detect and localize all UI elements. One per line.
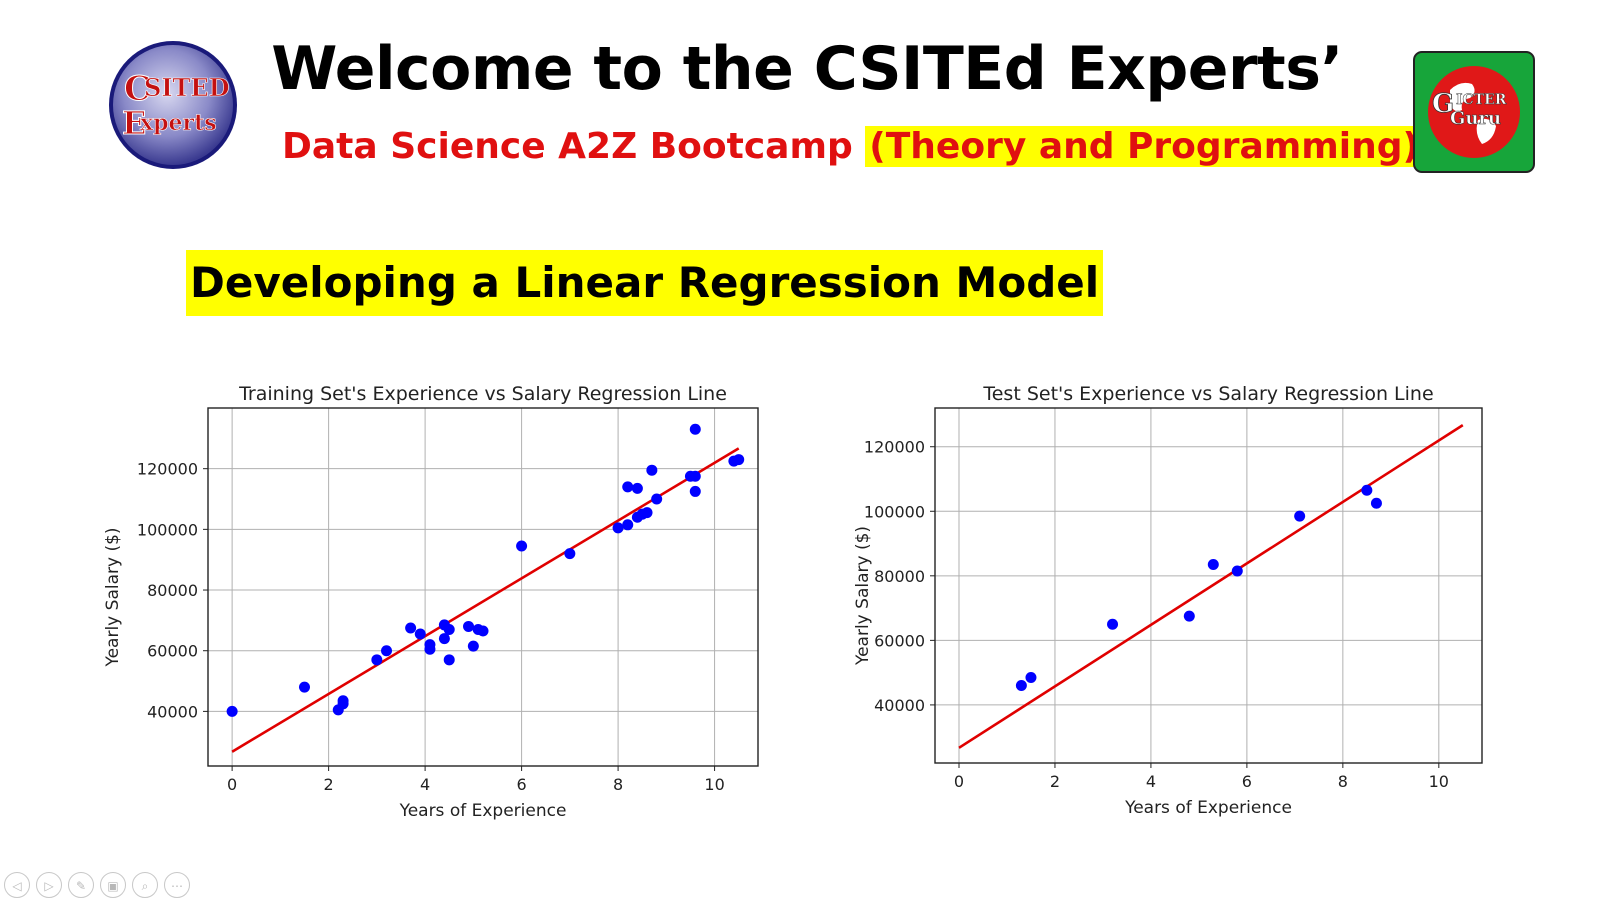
test-data-point bbox=[1183, 610, 1195, 622]
test-x-axis-label: Years of Experience bbox=[1124, 798, 1292, 818]
test-data-point bbox=[1370, 497, 1382, 509]
svg-text:Guru: Guru bbox=[1450, 108, 1501, 129]
test-data-point bbox=[1015, 680, 1027, 692]
train-x-tick-label: 6 bbox=[517, 775, 527, 794]
train-x-tick-label: 8 bbox=[613, 775, 623, 794]
test-data-point bbox=[1207, 559, 1219, 571]
test-x-tick-label: 4 bbox=[1146, 772, 1156, 791]
test-data-point bbox=[1231, 565, 1243, 577]
train-x-tick-label: 2 bbox=[324, 775, 334, 794]
train-data-point bbox=[622, 519, 634, 531]
train-data-point bbox=[424, 643, 436, 655]
train-data-point bbox=[443, 654, 455, 666]
train-data-point bbox=[689, 485, 701, 497]
train-data-point bbox=[733, 454, 745, 466]
train-gridlines bbox=[208, 408, 758, 766]
train-data-point bbox=[641, 507, 653, 519]
test-x-tick-label: 0 bbox=[954, 772, 964, 791]
train-x-tick-label: 4 bbox=[420, 775, 430, 794]
train-chart-title: Training Set's Experience vs Salary Regr… bbox=[238, 383, 727, 405]
more-options-button[interactable]: ⋯ bbox=[164, 872, 190, 898]
section-heading: Developing a Linear Regression Model bbox=[186, 250, 1104, 316]
train-data-point bbox=[612, 522, 624, 534]
test-chart-title: Test Set's Experience vs Salary Regressi… bbox=[982, 383, 1433, 405]
zoom-button[interactable]: ⌕ bbox=[132, 872, 158, 898]
svg-text:C: C bbox=[124, 69, 151, 109]
svg-text:SITED: SITED bbox=[144, 73, 230, 102]
subtitle-highlight: (Theory and Programming) bbox=[865, 126, 1423, 167]
icter-guru-logo: G ICTER Guru bbox=[1412, 50, 1536, 174]
training-set-chart: 0 2 4 6 8 10 40000 60000 80000 100000 120000 Traini… bbox=[100, 380, 800, 850]
slide-nav-controls: ◁ ▷ ✎ ▣ ⌕ ⋯ bbox=[4, 872, 190, 898]
next-slide-button[interactable]: ▷ bbox=[36, 872, 62, 898]
test-x-tick-label: 8 bbox=[1338, 772, 1348, 791]
test-data-point bbox=[1294, 510, 1306, 522]
train-x-tick-label: 10 bbox=[704, 775, 724, 794]
test-y-tick-label: 120000 bbox=[864, 438, 925, 457]
test-data-point bbox=[1107, 618, 1119, 630]
pen-tool-button[interactable]: ✎ bbox=[68, 872, 94, 898]
train-y-tick-label: 100000 bbox=[137, 520, 198, 539]
train-data-point bbox=[381, 645, 393, 657]
train-data-point bbox=[516, 540, 528, 552]
train-regression-line bbox=[231, 447, 740, 753]
train-data-point bbox=[443, 623, 455, 635]
train-data-point bbox=[689, 470, 701, 482]
train-data-point bbox=[463, 620, 475, 632]
train-data-point bbox=[405, 622, 417, 634]
training-set-chart-svg: 0 2 4 6 8 10 40000 60000 80000 100000 120000 Traini… bbox=[103, 383, 759, 821]
svg-text:ICTER: ICTER bbox=[1456, 92, 1507, 108]
test-x-tick-label: 2 bbox=[1050, 772, 1060, 791]
train-data-point bbox=[467, 640, 479, 652]
train-y-tick-label: 120000 bbox=[137, 460, 198, 479]
svg-text:xperts: xperts bbox=[140, 110, 217, 136]
test-y-axis-label: Yearly Salary ($) bbox=[853, 526, 873, 666]
train-data-point bbox=[477, 625, 489, 637]
test-plot-frame bbox=[934, 407, 1483, 764]
train-y-tick-label: 60000 bbox=[147, 642, 198, 661]
svg-text:E: E bbox=[122, 104, 146, 142]
train-data-point bbox=[622, 481, 634, 493]
train-y-tick-label: 80000 bbox=[147, 581, 198, 600]
train-data-point bbox=[414, 628, 426, 640]
train-data-point bbox=[337, 695, 349, 707]
train-data-point bbox=[651, 493, 663, 505]
train-x-tick-label: 0 bbox=[227, 775, 237, 794]
previous-slide-button[interactable]: ◁ bbox=[4, 872, 30, 898]
test-regression-line bbox=[958, 424, 1464, 749]
test-data-point bbox=[1025, 671, 1037, 683]
train-y-tick-label: 40000 bbox=[147, 702, 198, 721]
train-data-point bbox=[226, 705, 238, 717]
test-y-tick-label: 80000 bbox=[874, 567, 925, 586]
train-data-point bbox=[371, 654, 383, 666]
test-set-chart: 0 2 4 6 8 10 40000 60000 80000 100000 120000 Test S… bbox=[850, 380, 1550, 850]
train-data-point bbox=[564, 548, 576, 560]
slide-sorter-button[interactable]: ▣ bbox=[100, 872, 126, 898]
page-subtitle: Data Science A2Z Bootcamp (Theory and Pr… bbox=[282, 116, 1423, 178]
train-plot-frame bbox=[207, 407, 759, 767]
train-data-point bbox=[631, 482, 643, 494]
train-data-point bbox=[438, 633, 450, 645]
svg-text:G: G bbox=[1432, 89, 1454, 119]
test-y-tick-label: 40000 bbox=[874, 696, 925, 715]
test-data-point bbox=[1361, 484, 1373, 496]
test-x-tick-label: 10 bbox=[1429, 772, 1449, 791]
test-y-tick-label: 100000 bbox=[864, 502, 925, 521]
page-title: Welcome to the CSITEd Experts’ bbox=[271, 34, 1343, 104]
subtitle-main: Data Science A2Z Bootcamp bbox=[282, 126, 853, 167]
train-data-point bbox=[689, 423, 701, 435]
test-x-tick-label: 6 bbox=[1242, 772, 1252, 791]
test-y-tick-label: 60000 bbox=[874, 631, 925, 650]
train-x-axis-label: Years of Experience bbox=[399, 801, 567, 821]
test-gridlines bbox=[935, 408, 1482, 763]
train-y-axis-label: Yearly Salary ($) bbox=[103, 527, 123, 667]
train-data-point bbox=[298, 681, 310, 693]
csited-experts-logo: C SITED E xperts bbox=[106, 38, 240, 172]
test-set-chart-svg: 0 2 4 6 8 10 40000 60000 80000 100000 120000 Test S… bbox=[853, 383, 1483, 818]
train-data-point bbox=[646, 464, 658, 476]
